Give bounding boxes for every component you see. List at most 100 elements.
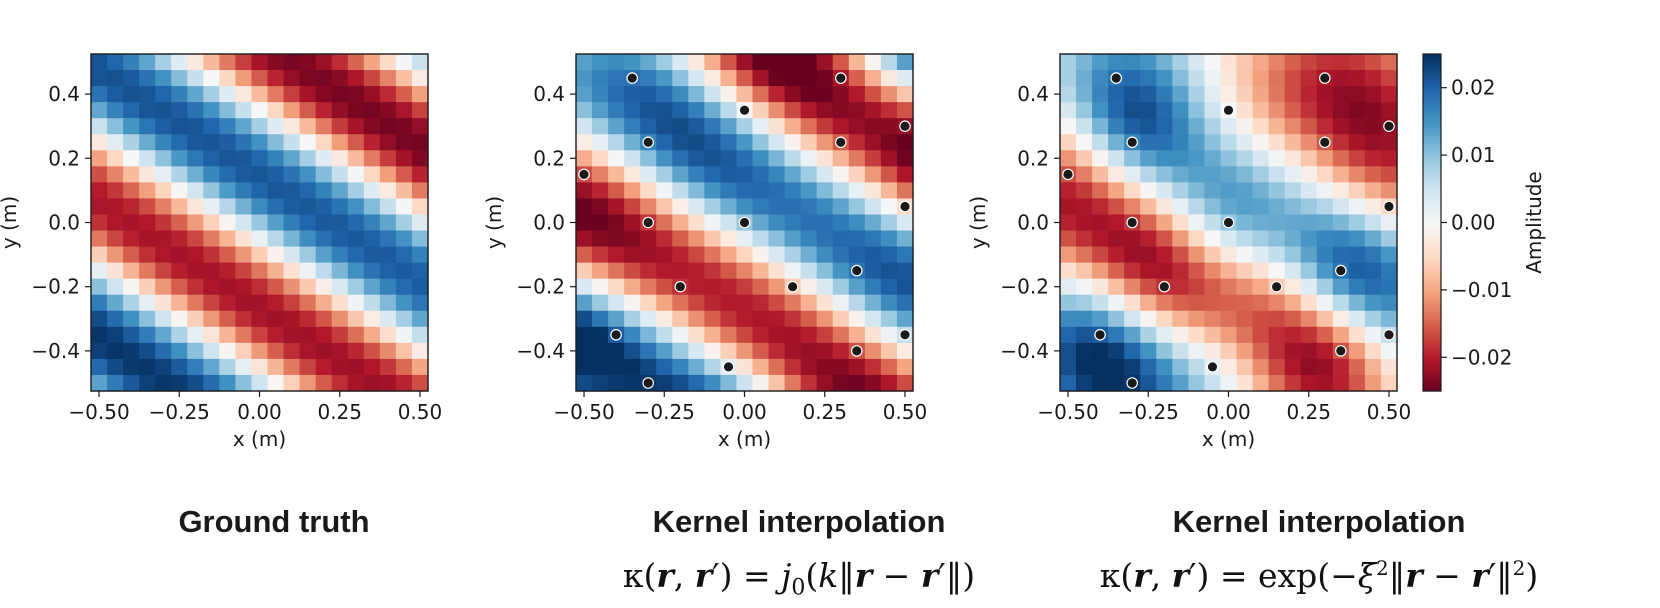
heatmap-cell [411, 70, 429, 87]
heatmap-cell [896, 278, 914, 296]
colorbar-tick-label: 0.01 [1451, 143, 1496, 167]
x-tick-label: 0.00 [237, 400, 282, 424]
heatmap-cell [640, 54, 657, 71]
heatmap-cell [784, 326, 802, 344]
heatmap-cell [576, 70, 593, 87]
heatmap-cell [411, 230, 429, 248]
heatmap-cell [1348, 150, 1366, 167]
heatmap-cell [155, 326, 172, 344]
heatmap-cell [299, 310, 317, 328]
heatmap-cell [251, 134, 269, 151]
heatmap-cell [1060, 374, 1077, 392]
heatmap-cell [283, 86, 301, 103]
heatmap-cell [107, 246, 124, 264]
heatmap-cell [203, 262, 220, 280]
heatmap-cell [1108, 374, 1125, 392]
x-tick-label: 0.00 [1206, 400, 1251, 424]
heatmap-cell [379, 358, 397, 376]
heatmap-cell [1316, 166, 1334, 183]
heatmap-cell [1156, 294, 1173, 312]
heatmap-cell [800, 310, 818, 328]
colorbar-segment [1423, 219, 1441, 224]
heatmap-cell [640, 294, 657, 312]
y-tick-label: −0.2 [1000, 275, 1049, 299]
heatmap-cell [251, 262, 269, 280]
heatmap-cell [784, 102, 802, 119]
heatmap-cell [203, 150, 220, 167]
heatmap-cell [107, 150, 124, 167]
heatmap-cell [784, 198, 802, 216]
heatmap-cell [608, 374, 625, 392]
heatmap-cell [299, 54, 317, 71]
heatmap-cell [123, 358, 140, 376]
colorbar-segment [1423, 118, 1441, 122]
heatmap-cell [1220, 230, 1238, 248]
x-axis-label: x (m) [718, 427, 771, 451]
heatmap-cell [363, 326, 381, 344]
heatmap-cell [1124, 150, 1141, 167]
heatmap-cell [832, 230, 850, 248]
heatmap-cell [1076, 166, 1093, 183]
heatmap-cell [283, 342, 301, 360]
heatmap-cell [608, 150, 625, 167]
heatmap-cell [1236, 230, 1254, 248]
colorbar-segment [1423, 73, 1441, 78]
heatmap-cell [363, 358, 381, 376]
colorbar-segment [1423, 264, 1441, 269]
heatmap-cell [576, 374, 593, 392]
heatmap-cell [379, 118, 397, 135]
colorbar-segment [1423, 152, 1441, 156]
colorbar-segment [1423, 191, 1441, 196]
heatmap-cell [411, 262, 429, 280]
heatmap-cell [1300, 70, 1318, 87]
colorbar-segment [1423, 214, 1441, 218]
heatmap-cell [1188, 246, 1206, 264]
heatmap-cell [331, 310, 349, 328]
heatmap-cell [1268, 358, 1286, 376]
heatmap-cell [592, 374, 609, 392]
colorbar-segment [1423, 62, 1441, 66]
heatmap-cell [1364, 86, 1382, 103]
heatmap-cell [800, 198, 818, 216]
heatmap-cell [315, 134, 333, 151]
heatmap-cell [1364, 166, 1382, 183]
heatmap-cell [347, 134, 365, 151]
heatmap-cell [203, 310, 220, 328]
heatmap-cell [299, 166, 317, 183]
heatmap-cell [1076, 342, 1093, 360]
heatmap-cell [251, 358, 269, 376]
sample-point [642, 377, 654, 389]
heatmap-cell [608, 54, 625, 71]
heatmap-cell [1140, 118, 1157, 135]
heatmap-cell [1108, 246, 1125, 264]
colorbar-segment [1423, 312, 1441, 316]
colorbar-segment [1423, 56, 1441, 61]
heatmap-cell [171, 262, 188, 280]
heatmap-cell [704, 326, 722, 344]
colorbar-segment [1423, 270, 1441, 274]
heatmap-cell [800, 70, 818, 87]
heatmap-cell [704, 102, 722, 119]
heatmap-cell [123, 262, 140, 280]
heatmap-cell [704, 246, 722, 264]
colorbar-segment [1423, 205, 1441, 210]
heatmap-cell [331, 54, 349, 71]
heatmap-cell [1316, 310, 1334, 328]
heatmap-cell [235, 326, 253, 344]
heatmap-cell [1364, 214, 1382, 232]
heatmap-cell [1172, 374, 1189, 392]
heatmap-cell [1252, 230, 1270, 248]
colorbar-segment [1423, 185, 1441, 190]
heatmap-cell [848, 214, 866, 232]
heatmap-cell [1364, 246, 1382, 264]
heatmap-cell [880, 294, 898, 312]
heatmap-cell [1332, 182, 1350, 200]
heatmap-cell [1332, 294, 1350, 312]
heatmap-cell [1124, 230, 1141, 248]
heatmap-cell [720, 294, 738, 312]
colorbar-segment [1423, 326, 1441, 330]
heatmap-cell [1140, 374, 1157, 392]
heatmap-cell [592, 262, 609, 280]
heatmap-cell [203, 342, 220, 360]
